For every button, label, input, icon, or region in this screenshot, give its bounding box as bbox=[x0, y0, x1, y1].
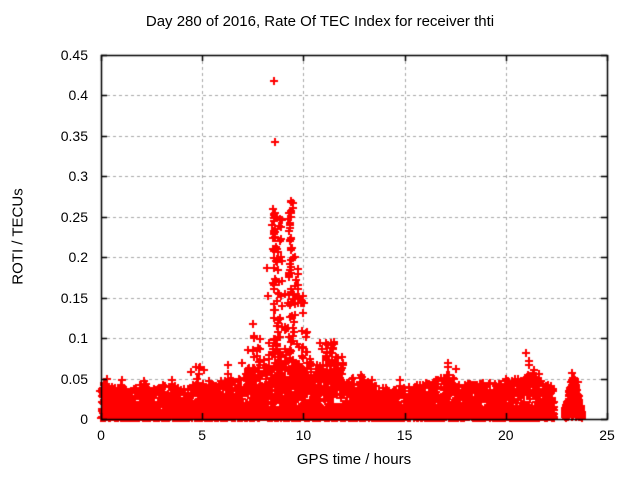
x-tick-label: 5 bbox=[198, 427, 207, 443]
x-tick-label: 10 bbox=[295, 427, 312, 443]
y-tick-label: 0.4 bbox=[68, 87, 88, 104]
y-tick-label: 0 bbox=[80, 411, 88, 427]
y-tick-label: 0.3 bbox=[68, 168, 88, 185]
x-tick-label: 15 bbox=[396, 427, 413, 443]
y-tick-label: 0.45 bbox=[60, 47, 88, 63]
x-tick-label: 25 bbox=[599, 427, 615, 443]
x-tick-label: 20 bbox=[498, 427, 514, 443]
x-tick-label: 0 bbox=[97, 427, 105, 443]
chart-title: Day 280 of 2016, Rate Of TEC Index for r… bbox=[145, 13, 495, 30]
y-tick-label: 0.35 bbox=[60, 127, 88, 144]
y-tick-label: 0.2 bbox=[68, 249, 88, 266]
y-tick-label: 0.1 bbox=[68, 330, 88, 347]
y-tick-label: 0.15 bbox=[60, 289, 88, 306]
y-tick-label: 0.05 bbox=[60, 370, 88, 387]
x-axis-label: GPS time / hours bbox=[296, 451, 412, 468]
y-tick-label: 0.25 bbox=[60, 208, 88, 225]
